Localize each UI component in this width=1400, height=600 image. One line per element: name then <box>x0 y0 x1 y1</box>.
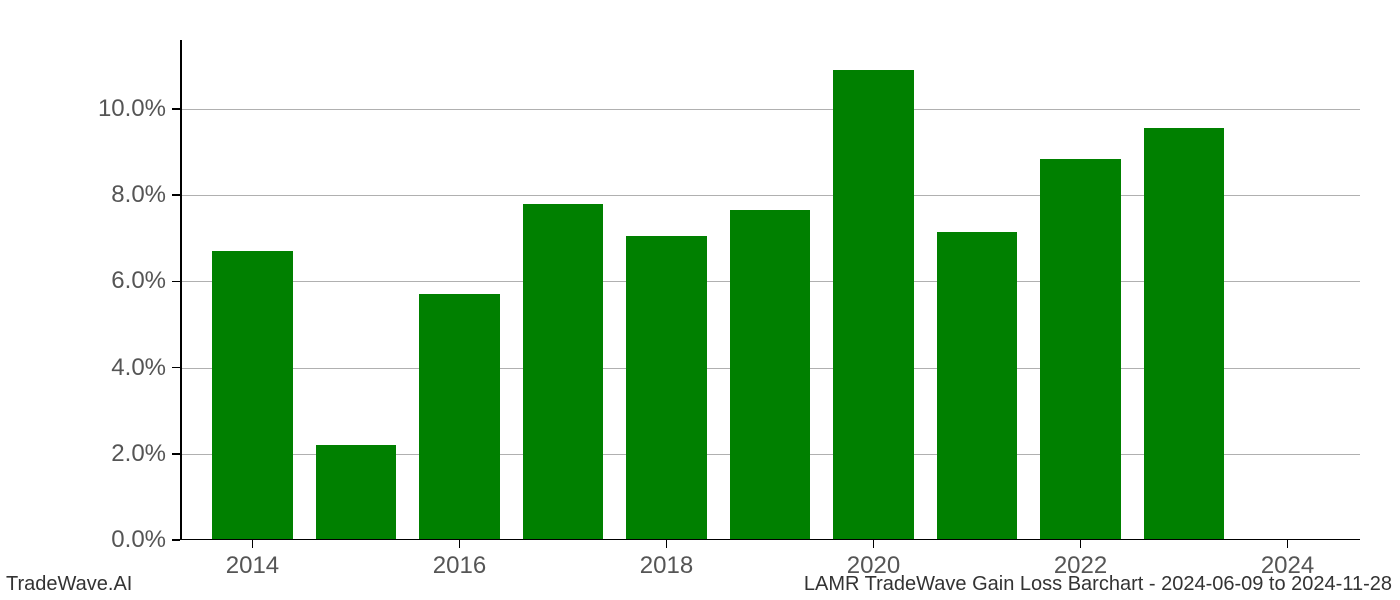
plot-region: 0.0%2.0%4.0%6.0%8.0%10.0%201420162018202… <box>180 40 1360 540</box>
y-tick-label: 8.0% <box>111 181 166 209</box>
gridline <box>180 109 1360 110</box>
bar <box>212 251 293 540</box>
y-tick-label: 2.0% <box>111 440 166 468</box>
bar <box>316 445 397 540</box>
bar <box>730 210 811 540</box>
x-tick <box>252 540 254 548</box>
bar <box>1040 159 1121 540</box>
y-tick-label: 10.0% <box>98 95 166 123</box>
x-tick-label: 2016 <box>433 552 486 580</box>
y-tick <box>172 367 180 369</box>
y-axis-line <box>180 40 182 540</box>
bar <box>419 294 500 540</box>
bar <box>833 70 914 540</box>
y-tick-label: 4.0% <box>111 354 166 382</box>
x-tick <box>1287 540 1289 548</box>
y-tick <box>172 108 180 110</box>
x-tick <box>1080 540 1082 548</box>
y-tick <box>172 281 180 283</box>
footer-caption: LAMR TradeWave Gain Loss Barchart - 2024… <box>804 573 1392 596</box>
y-tick <box>172 539 180 541</box>
bar <box>1144 128 1225 540</box>
bar <box>626 236 707 540</box>
x-tick-label: 2014 <box>226 552 279 580</box>
bar <box>523 204 604 540</box>
y-tick-label: 0.0% <box>111 526 166 554</box>
x-tick <box>459 540 461 548</box>
y-tick <box>172 453 180 455</box>
x-tick <box>666 540 668 548</box>
x-axis-line <box>180 539 1360 541</box>
y-tick <box>172 194 180 196</box>
x-tick <box>873 540 875 548</box>
bar <box>937 232 1018 540</box>
x-tick-label: 2018 <box>640 552 693 580</box>
y-tick-label: 6.0% <box>111 267 166 295</box>
chart-plot-area: 0.0%2.0%4.0%6.0%8.0%10.0%201420162018202… <box>180 40 1360 540</box>
footer-brand: TradeWave.AI <box>6 573 132 596</box>
